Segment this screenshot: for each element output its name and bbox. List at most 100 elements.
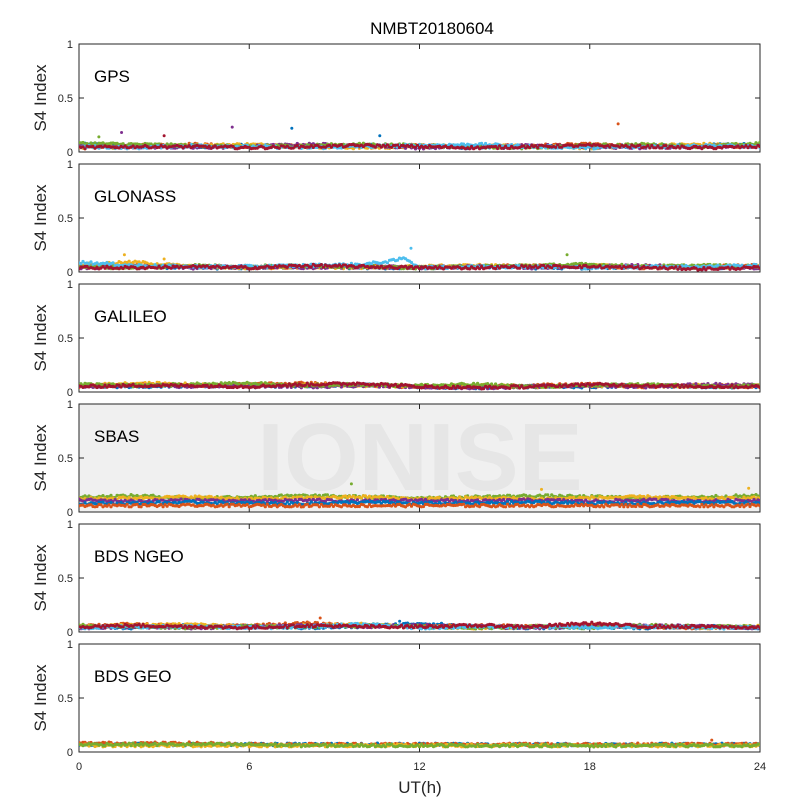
outlier-point xyxy=(122,253,126,257)
data-point xyxy=(480,141,484,145)
data-point xyxy=(484,141,488,146)
data-point xyxy=(127,259,131,263)
data-point xyxy=(373,145,377,149)
data-point xyxy=(395,258,400,262)
data-point xyxy=(518,266,522,270)
data-point xyxy=(468,147,472,151)
data-point xyxy=(277,146,281,150)
panel-label: GPS xyxy=(94,67,130,86)
data-point xyxy=(666,146,670,150)
y-tick-label: 1 xyxy=(67,39,73,51)
data-point xyxy=(628,145,632,149)
outlier-point xyxy=(120,131,124,135)
data-point xyxy=(285,265,289,269)
y-axis-label: S4 Index xyxy=(31,304,50,372)
data-point xyxy=(754,146,758,150)
data-point xyxy=(409,264,414,268)
y-axis-label: S4 Index xyxy=(31,64,50,132)
data-point xyxy=(648,146,652,150)
data-point xyxy=(413,145,418,149)
data-point xyxy=(157,145,161,149)
data-area xyxy=(79,380,760,391)
data-point xyxy=(379,264,383,268)
data-point xyxy=(169,266,173,270)
outlier-point xyxy=(162,134,166,138)
data-point xyxy=(103,266,107,270)
data-point xyxy=(636,265,640,269)
data-point xyxy=(534,264,538,268)
y-tick-label: 0.5 xyxy=(58,213,73,225)
data-point xyxy=(550,266,554,270)
data-point xyxy=(470,144,474,149)
data-point xyxy=(83,147,87,151)
data-point xyxy=(494,144,498,149)
data-point xyxy=(712,143,716,147)
data-point xyxy=(81,145,85,149)
data-point xyxy=(480,264,484,269)
data-point xyxy=(309,265,313,269)
data-point xyxy=(618,145,622,149)
data-point xyxy=(478,267,482,271)
data-point xyxy=(660,146,664,150)
data-point xyxy=(728,267,732,271)
data-point xyxy=(395,143,400,147)
data-point xyxy=(556,143,560,147)
outlier-point xyxy=(409,246,413,250)
data-point xyxy=(522,144,526,148)
data-point xyxy=(646,144,650,148)
data-point xyxy=(726,265,730,269)
series-6 xyxy=(79,262,760,272)
data-point xyxy=(213,144,217,148)
data-point xyxy=(498,266,502,270)
data-point xyxy=(526,266,530,270)
data-point xyxy=(205,264,209,268)
data-point xyxy=(542,263,546,268)
data-point xyxy=(321,265,325,269)
data-point xyxy=(528,146,532,150)
data-point xyxy=(496,146,500,151)
data-point xyxy=(598,264,602,268)
data-point xyxy=(415,143,420,147)
data-point xyxy=(476,145,480,149)
outlier-point xyxy=(565,253,569,257)
data-point xyxy=(618,264,622,268)
data-point xyxy=(187,144,191,148)
data-point xyxy=(111,261,115,265)
panel-label: GLONASS xyxy=(94,187,176,206)
outlier-point xyxy=(230,125,234,129)
data-point xyxy=(121,266,125,271)
data-point xyxy=(385,261,390,265)
y-tick-label: 0.5 xyxy=(58,333,73,345)
data-point xyxy=(608,145,612,149)
data-point xyxy=(490,264,494,268)
data-point xyxy=(504,144,508,148)
data-point xyxy=(524,264,528,268)
data-point xyxy=(678,265,682,269)
data-point xyxy=(650,143,654,148)
data-point xyxy=(231,145,235,149)
data-point xyxy=(664,144,668,148)
data-point xyxy=(295,143,299,148)
data-point xyxy=(385,143,390,147)
data-point xyxy=(544,266,548,270)
data-point xyxy=(403,264,408,268)
y-tick-label: 0 xyxy=(67,267,73,279)
y-axis-label: S4 Index xyxy=(31,184,50,252)
data-point xyxy=(349,261,353,265)
data-point xyxy=(79,262,83,266)
series-6 xyxy=(79,142,760,151)
data-point xyxy=(700,268,704,272)
outlier-point xyxy=(378,134,382,138)
data-point xyxy=(89,260,93,264)
outlier-point xyxy=(162,257,166,261)
data-point xyxy=(678,146,682,150)
data-point xyxy=(578,264,582,268)
data-point xyxy=(758,266,760,270)
axes-box xyxy=(78,163,761,273)
data-point xyxy=(339,143,343,147)
data-point xyxy=(498,144,502,148)
data-point xyxy=(676,267,680,271)
data-point xyxy=(620,266,624,270)
outlier-point xyxy=(616,122,620,126)
